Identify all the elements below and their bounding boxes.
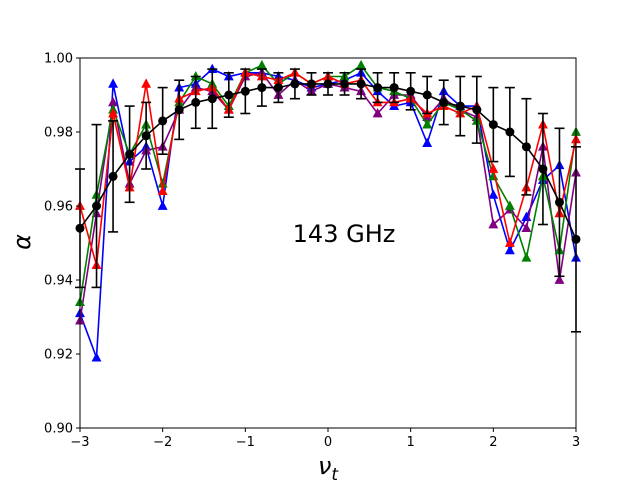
x-axis-label-main: ν xyxy=(318,452,331,480)
data-point xyxy=(439,97,449,107)
series-layer xyxy=(75,59,581,362)
data-point xyxy=(290,79,300,89)
data-point xyxy=(505,127,515,137)
data-point xyxy=(488,120,498,130)
data-point xyxy=(256,59,267,70)
data-point xyxy=(108,96,119,107)
x-axis-label-sub: t xyxy=(331,465,339,480)
data-point xyxy=(504,244,515,255)
data-point xyxy=(538,164,548,174)
data-point xyxy=(389,83,399,93)
data-point xyxy=(472,105,482,115)
data-point xyxy=(141,78,152,88)
data-point xyxy=(224,90,234,100)
series-4 xyxy=(75,68,581,333)
data-point xyxy=(372,108,383,118)
data-point xyxy=(92,201,102,211)
data-point xyxy=(554,197,564,207)
x-ticks: −3 −2 −1 0 1 2 3 xyxy=(70,428,580,450)
x-tick-label: −1 xyxy=(236,435,255,450)
x-axis-label: νt xyxy=(318,452,339,480)
x-tick-label: 1 xyxy=(407,435,415,450)
data-point xyxy=(356,79,366,89)
x-tick-label: −2 xyxy=(153,435,172,450)
data-point xyxy=(422,137,433,147)
data-point xyxy=(422,90,432,100)
series-line xyxy=(79,68,577,358)
data-point xyxy=(323,79,333,89)
series-0 xyxy=(75,63,581,362)
x-tick-label: 2 xyxy=(489,435,497,450)
data-point xyxy=(422,119,433,129)
data-point xyxy=(306,79,316,89)
data-point xyxy=(157,185,168,196)
data-point xyxy=(190,71,201,81)
series-line xyxy=(79,83,577,240)
data-point xyxy=(207,63,218,73)
x-tick-label: 3 xyxy=(572,435,580,450)
data-point xyxy=(91,352,102,362)
data-point xyxy=(157,178,168,188)
data-point xyxy=(240,86,250,96)
data-point xyxy=(340,79,350,89)
y-axis-label: α xyxy=(8,234,36,250)
y-tick-label: 0.98 xyxy=(44,126,73,141)
data-point xyxy=(207,94,217,104)
data-point xyxy=(554,274,565,284)
data-point xyxy=(521,252,532,262)
data-point xyxy=(488,163,499,173)
data-point xyxy=(488,189,499,199)
series-line xyxy=(79,71,577,321)
chart-annotation: 143 GHz xyxy=(293,220,396,248)
y-tick-label: 1.00 xyxy=(44,52,73,67)
y-tick-label: 0.96 xyxy=(44,200,73,215)
y-tick-label: 0.94 xyxy=(44,274,73,289)
data-point xyxy=(455,101,465,111)
data-point xyxy=(504,237,515,247)
y-tick-label: 0.92 xyxy=(44,348,73,363)
data-point xyxy=(191,97,201,107)
series-2 xyxy=(75,59,581,307)
data-point xyxy=(108,108,119,118)
data-point xyxy=(125,149,135,159)
data-point xyxy=(504,200,515,210)
data-point xyxy=(141,131,151,141)
data-point xyxy=(521,222,532,233)
data-point xyxy=(356,59,367,70)
x-tick-label: 0 xyxy=(324,435,332,450)
y-ticks: 0.90 0.92 0.94 0.96 0.98 1.00 xyxy=(44,52,80,437)
data-point xyxy=(257,83,267,93)
y-tick-label: 0.90 xyxy=(44,422,73,437)
data-point xyxy=(521,142,531,152)
x-tick-label: −3 xyxy=(70,435,89,450)
data-point xyxy=(158,116,168,126)
data-point xyxy=(373,83,383,93)
data-point xyxy=(406,86,416,96)
data-point xyxy=(174,105,184,115)
data-point xyxy=(108,78,119,88)
series-line xyxy=(79,64,577,303)
data-point xyxy=(157,200,168,210)
data-point xyxy=(488,219,499,229)
data-point xyxy=(108,171,118,181)
data-point xyxy=(273,83,283,93)
